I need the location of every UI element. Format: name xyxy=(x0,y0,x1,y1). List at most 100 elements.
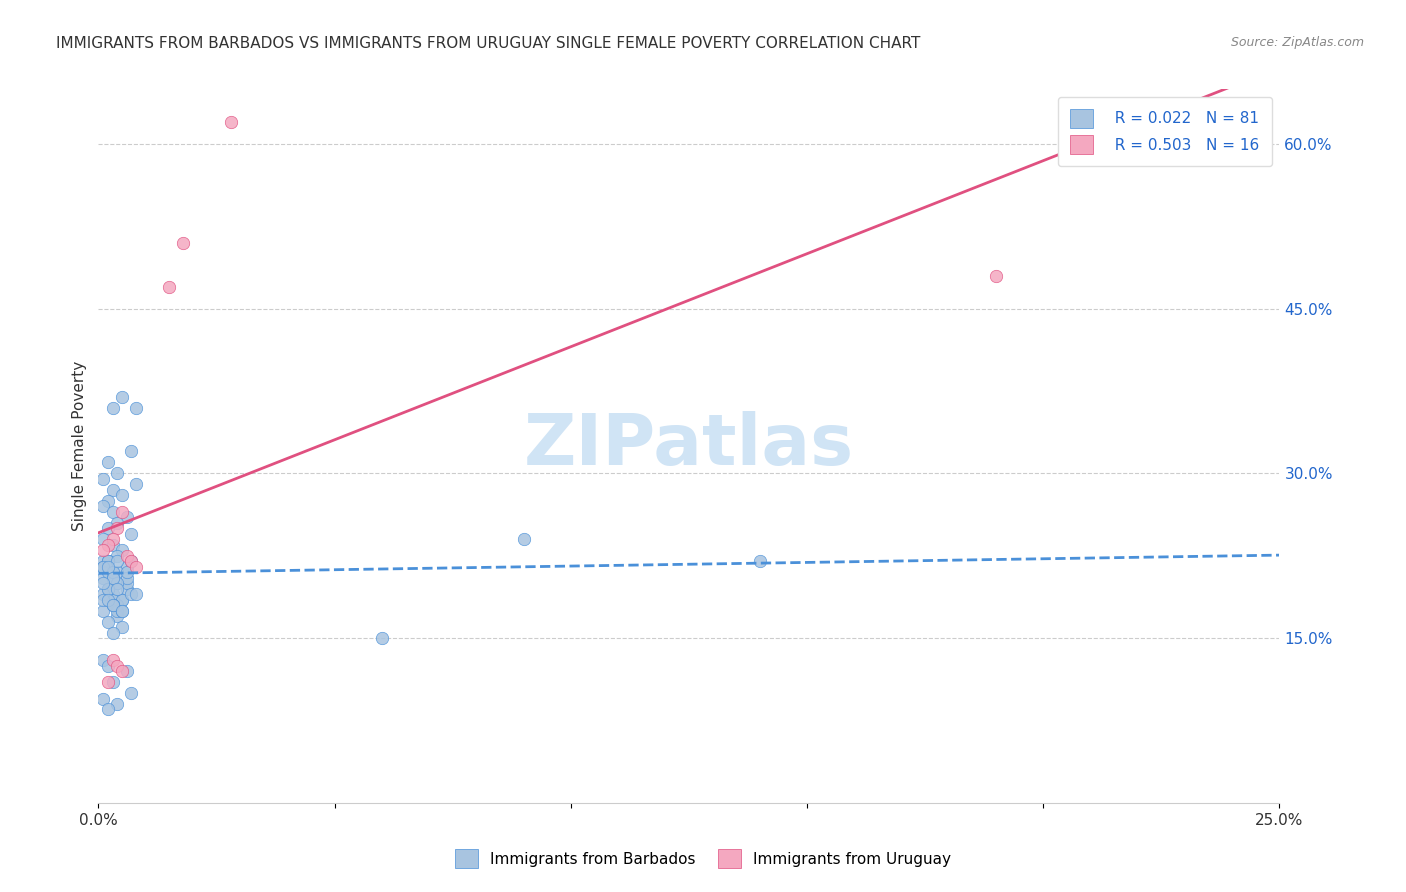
Point xyxy=(115,510,138,524)
Point xyxy=(97,554,120,568)
Point xyxy=(101,483,124,497)
Point xyxy=(121,686,143,700)
Point xyxy=(121,554,143,568)
Point xyxy=(105,467,128,481)
Point xyxy=(111,505,134,519)
Point xyxy=(91,472,114,486)
Point xyxy=(91,543,114,558)
Point xyxy=(105,576,128,591)
Point xyxy=(105,549,128,563)
Point xyxy=(101,571,124,585)
Point xyxy=(111,604,134,618)
Point xyxy=(91,554,114,568)
Point xyxy=(115,566,138,580)
Point xyxy=(91,587,114,601)
Point xyxy=(101,533,124,547)
Point xyxy=(91,592,114,607)
Point xyxy=(105,697,128,711)
Point xyxy=(101,625,124,640)
Point xyxy=(97,582,120,596)
Point xyxy=(111,664,134,678)
Point xyxy=(105,576,128,591)
Point xyxy=(97,538,120,552)
Point xyxy=(91,604,114,618)
Point xyxy=(97,658,120,673)
Point xyxy=(984,268,1007,283)
Point xyxy=(91,559,114,574)
Point xyxy=(101,598,124,612)
Point xyxy=(101,592,124,607)
Point xyxy=(101,401,124,415)
Point xyxy=(97,494,120,508)
Point xyxy=(91,559,114,574)
Point xyxy=(115,559,138,574)
Point xyxy=(121,444,143,458)
Point xyxy=(101,675,124,690)
Text: IMMIGRANTS FROM BARBADOS VS IMMIGRANTS FROM URUGUAY SINGLE FEMALE POVERTY CORREL: IMMIGRANTS FROM BARBADOS VS IMMIGRANTS F… xyxy=(56,36,921,51)
Point xyxy=(97,582,120,596)
Y-axis label: Single Female Poverty: Single Female Poverty xyxy=(72,361,87,531)
Point xyxy=(97,566,120,580)
Text: Source: ZipAtlas.com: Source: ZipAtlas.com xyxy=(1230,36,1364,49)
Point xyxy=(111,604,134,618)
Point xyxy=(101,587,124,601)
Point xyxy=(101,566,124,580)
Point xyxy=(91,576,114,591)
Point xyxy=(111,592,134,607)
Point xyxy=(97,592,120,607)
Point xyxy=(105,582,128,596)
Point xyxy=(125,559,148,574)
Point xyxy=(97,455,120,469)
Point xyxy=(111,488,134,502)
Point xyxy=(91,571,114,585)
Point xyxy=(105,516,128,530)
Point xyxy=(105,554,128,568)
Point xyxy=(97,554,120,568)
Point xyxy=(101,538,124,552)
Legend:   R = 0.022   N = 81,   R = 0.503   N = 16: R = 0.022 N = 81, R = 0.503 N = 16 xyxy=(1057,97,1272,166)
Point xyxy=(97,615,120,629)
Point xyxy=(115,664,138,678)
Point xyxy=(91,500,114,514)
Point xyxy=(125,401,148,415)
Point xyxy=(105,566,128,580)
Point xyxy=(101,505,124,519)
Point xyxy=(97,702,120,716)
Point xyxy=(115,571,138,585)
Point xyxy=(371,631,394,645)
Point xyxy=(105,609,128,624)
Point xyxy=(101,598,124,612)
Point xyxy=(91,691,114,706)
Point xyxy=(219,115,242,129)
Point xyxy=(111,390,134,404)
Point xyxy=(115,549,138,563)
Point xyxy=(105,604,128,618)
Point xyxy=(101,653,124,667)
Point xyxy=(91,653,114,667)
Point xyxy=(111,592,134,607)
Point xyxy=(125,477,148,491)
Point xyxy=(172,235,194,250)
Point xyxy=(115,576,138,591)
Point xyxy=(121,587,143,601)
Point xyxy=(115,582,138,596)
Point xyxy=(105,598,128,612)
Point xyxy=(101,571,124,585)
Point xyxy=(121,554,143,568)
Point xyxy=(512,533,534,547)
Point xyxy=(121,526,143,541)
Point xyxy=(97,559,120,574)
Point xyxy=(125,587,148,601)
Point xyxy=(111,620,134,634)
Point xyxy=(111,543,134,558)
Legend: Immigrants from Barbados, Immigrants from Uruguay: Immigrants from Barbados, Immigrants fro… xyxy=(447,841,959,875)
Point xyxy=(91,533,114,547)
Point xyxy=(101,598,124,612)
Point xyxy=(101,566,124,580)
Point xyxy=(97,554,120,568)
Text: ZIPatlas: ZIPatlas xyxy=(524,411,853,481)
Point xyxy=(97,582,120,596)
Point xyxy=(97,521,120,535)
Point xyxy=(105,521,128,535)
Point xyxy=(157,280,180,294)
